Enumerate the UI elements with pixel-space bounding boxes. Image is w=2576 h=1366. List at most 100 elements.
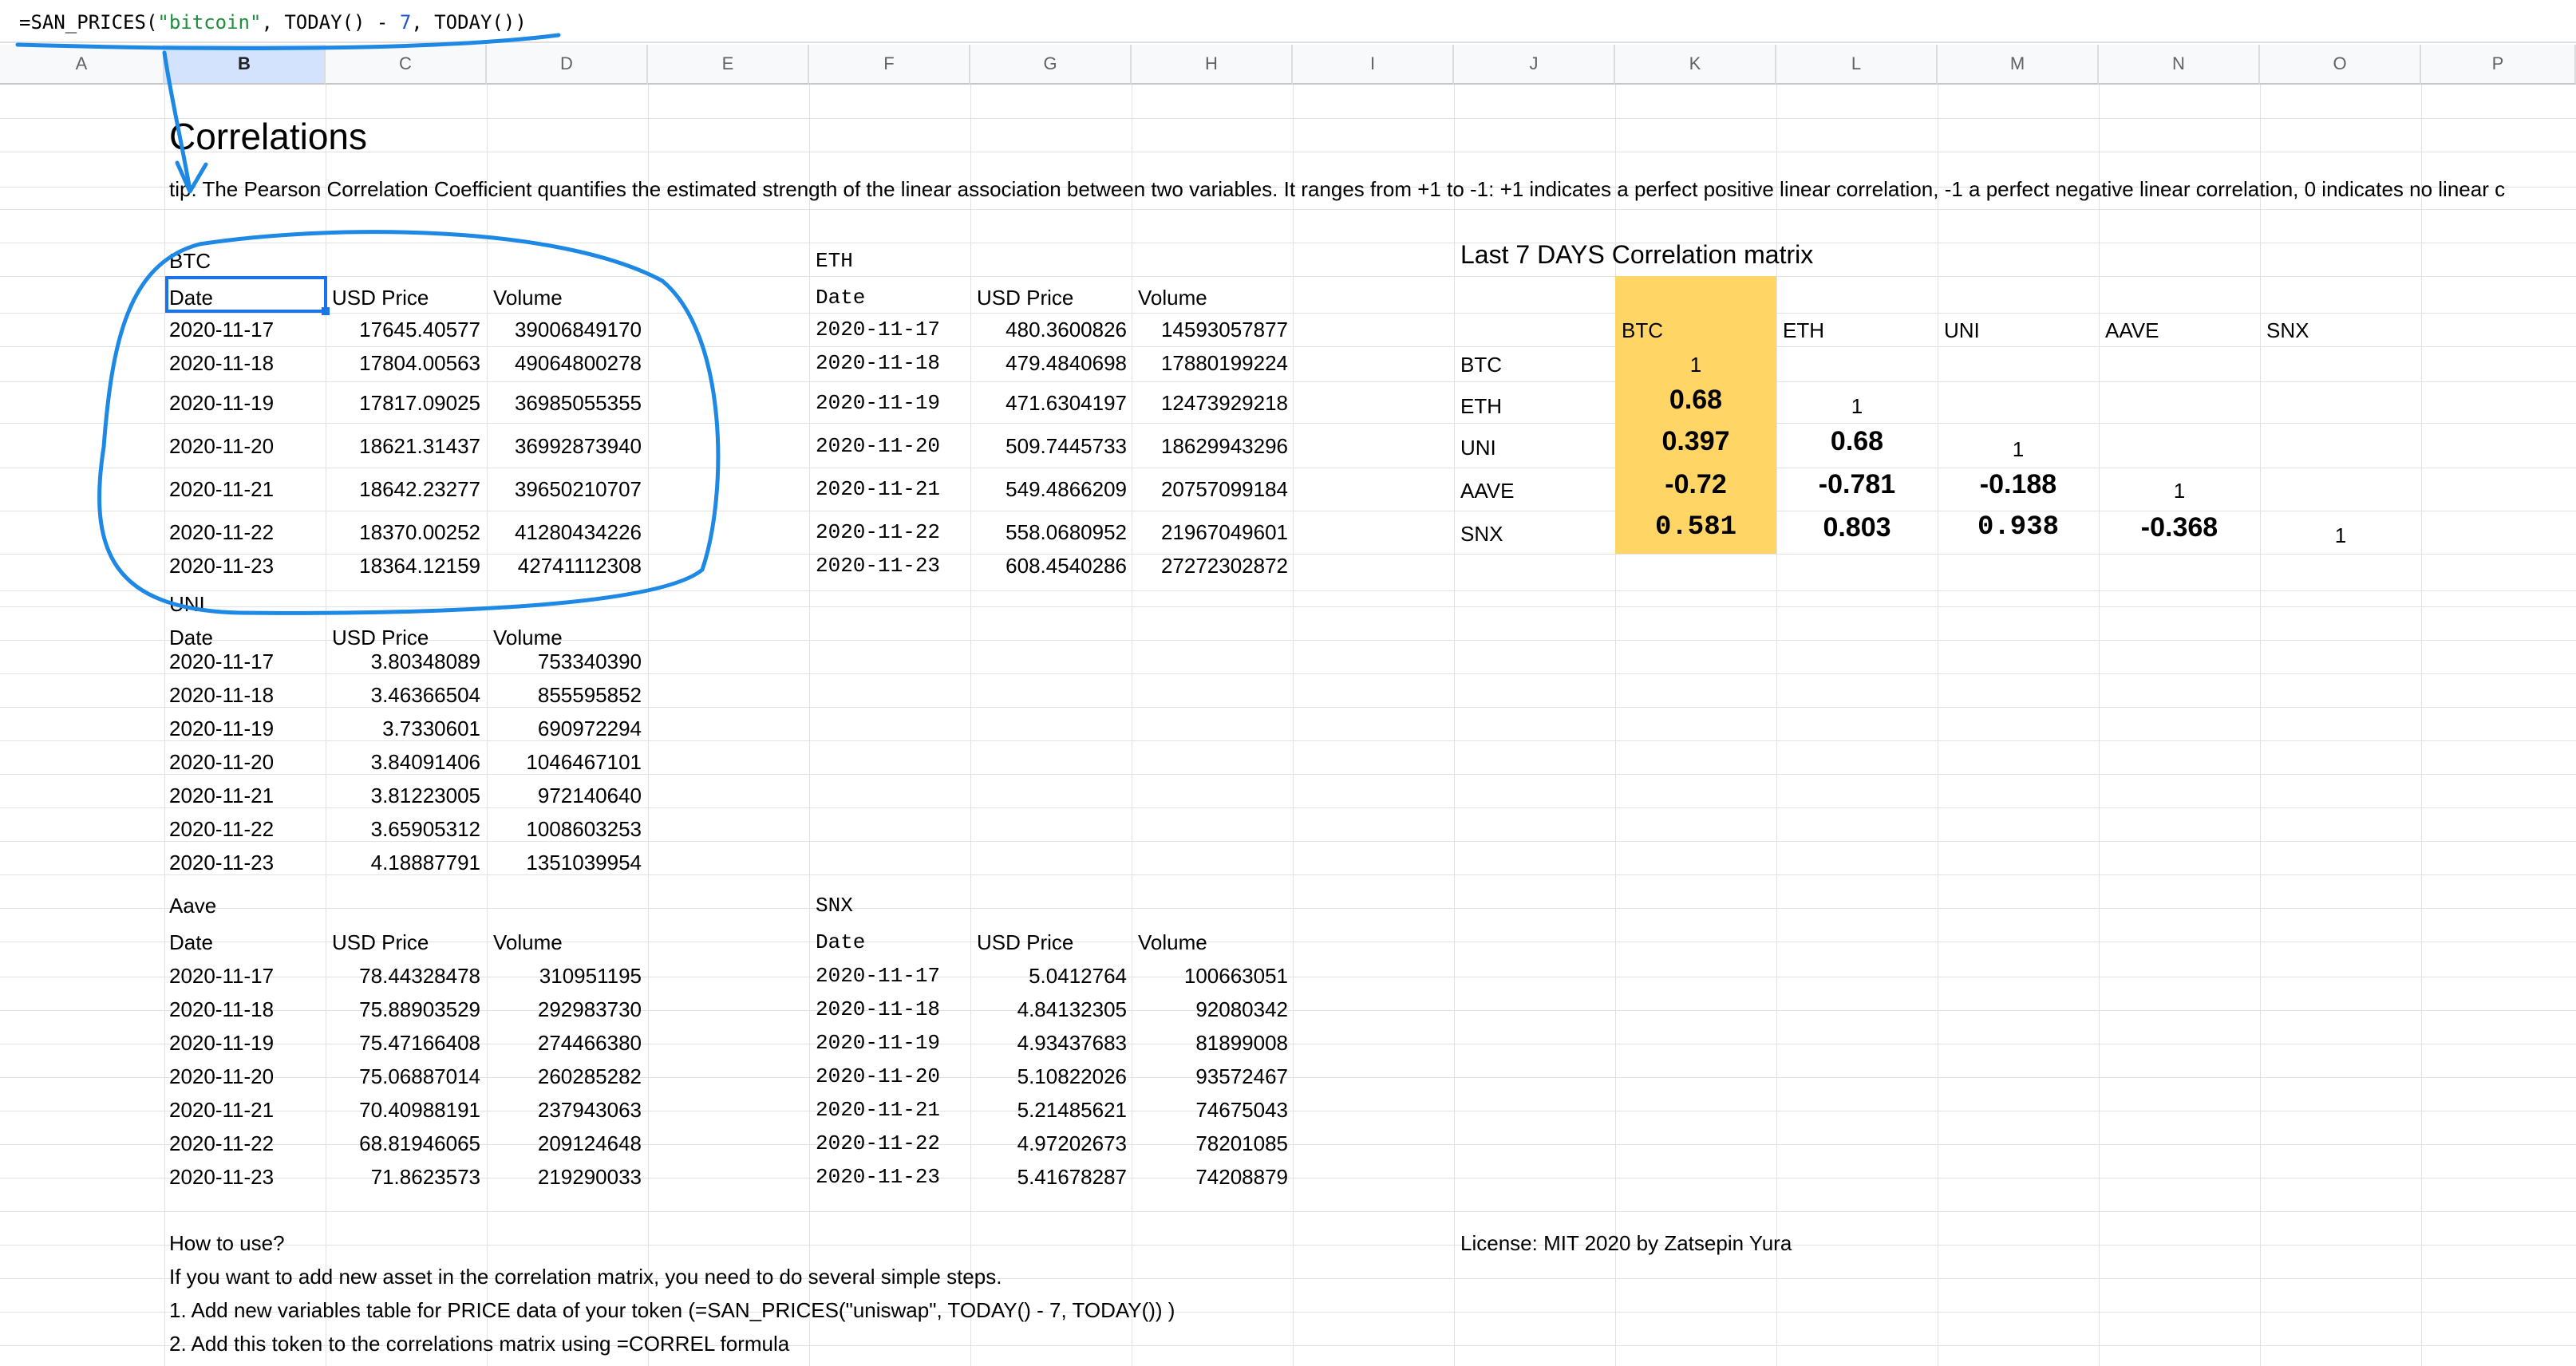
btc-date-cell[interactable]: 2020-11-18: [169, 351, 275, 375]
aave-date-cell[interactable]: 2020-11-18: [169, 997, 275, 1021]
matrix-cell[interactable]: 1: [1851, 394, 1863, 418]
aave-price-cell[interactable]: 75.88903529: [359, 997, 480, 1021]
aave-volume-cell[interactable]: 292983730: [537, 997, 642, 1021]
uni-volume-cell[interactable]: 972140640: [537, 784, 642, 807]
matrix-cell[interactable]: 0.581: [1654, 512, 1737, 543]
matrix-cell[interactable]: 0.397: [1661, 426, 1730, 456]
btc-volume-cell[interactable]: 39650210707: [514, 477, 642, 501]
uni-price-cell[interactable]: 4.18887791: [370, 851, 480, 874]
uni-volume-cell[interactable]: 855595852: [537, 683, 642, 707]
uni-price-cell[interactable]: 3.46366504: [370, 683, 480, 707]
matrix-cell[interactable]: -0.368: [2140, 512, 2218, 543]
column-header-b[interactable]: B: [164, 45, 326, 85]
eth-date-cell[interactable]: 2020-11-21: [816, 477, 941, 501]
aave-volume-cell[interactable]: 209124648: [537, 1131, 642, 1155]
uni-volume-cell[interactable]: 1008603253: [526, 817, 642, 841]
aave-price-cell[interactable]: 75.47166408: [359, 1031, 480, 1055]
btc-date-cell[interactable]: 2020-11-21: [169, 477, 275, 501]
uni-volume-cell[interactable]: 690972294: [537, 717, 642, 740]
matrix-cell[interactable]: -0.72: [1665, 469, 1727, 499]
uni-date-cell[interactable]: 2020-11-23: [169, 851, 275, 874]
aave-date-cell[interactable]: 2020-11-19: [169, 1031, 275, 1055]
btc-volume-cell[interactable]: 39006849170: [514, 318, 642, 342]
uni-date-cell[interactable]: 2020-11-19: [169, 717, 275, 740]
btc-volume-cell[interactable]: 42741112308: [517, 554, 642, 578]
matrix-cell[interactable]: 1: [2334, 523, 2347, 547]
column-header-c[interactable]: C: [326, 45, 487, 85]
snx-date-cell[interactable]: 2020-11-22: [816, 1131, 941, 1155]
btc-price-cell[interactable]: 18621.31437: [359, 434, 480, 458]
column-header-k[interactable]: K: [1615, 45, 1776, 85]
matrix-cell[interactable]: 0.68: [1669, 385, 1723, 415]
uni-price-cell[interactable]: 3.80348089: [370, 649, 480, 673]
eth-price-cell[interactable]: 471.6304197: [1006, 391, 1127, 415]
eth-price-cell[interactable]: 608.4540286: [1006, 554, 1127, 578]
btc-volume-cell[interactable]: 36985055355: [514, 391, 642, 415]
eth-volume-cell[interactable]: 17880199224: [1160, 351, 1288, 375]
uni-date-cell[interactable]: 2020-11-22: [169, 817, 275, 841]
btc-price-cell[interactable]: 17645.40577: [359, 318, 480, 342]
snx-volume-cell[interactable]: 92080342: [1195, 997, 1288, 1021]
uni-price-cell[interactable]: 3.84091406: [370, 750, 480, 774]
btc-date-cell[interactable]: 2020-11-17: [169, 318, 275, 342]
snx-price-cell[interactable]: 5.0412764: [1029, 964, 1127, 988]
column-header-g[interactable]: G: [970, 45, 1132, 85]
btc-price-cell[interactable]: 18370.00252: [359, 520, 480, 544]
fill-handle[interactable]: [322, 307, 330, 315]
matrix-cell[interactable]: 1: [2012, 437, 2025, 461]
aave-date-cell[interactable]: 2020-11-23: [169, 1165, 275, 1189]
snx-price-cell[interactable]: 4.84132305: [1017, 997, 1127, 1021]
snx-volume-cell[interactable]: 93572467: [1195, 1064, 1288, 1088]
eth-volume-cell[interactable]: 18629943296: [1160, 434, 1288, 458]
matrix-cell[interactable]: -0.781: [1818, 469, 1896, 499]
snx-volume-cell[interactable]: 78201085: [1195, 1131, 1288, 1155]
aave-price-cell[interactable]: 70.40988191: [359, 1098, 480, 1122]
column-header-l[interactable]: L: [1776, 45, 1938, 85]
eth-price-cell[interactable]: 479.4840698: [1006, 351, 1127, 375]
aave-volume-cell[interactable]: 260285282: [537, 1064, 642, 1088]
uni-price-cell[interactable]: 3.7330601: [382, 717, 480, 740]
eth-price-cell[interactable]: 549.4866209: [1006, 477, 1127, 501]
eth-date-cell[interactable]: 2020-11-22: [816, 520, 941, 544]
snx-price-cell[interactable]: 4.93437683: [1017, 1031, 1127, 1055]
column-header-m[interactable]: M: [1938, 45, 2099, 85]
snx-date-cell[interactable]: 2020-11-21: [816, 1098, 941, 1122]
formula-bar[interactable]: =SAN_PRICES("bitcoin", TODAY() - 7, TODA…: [0, 0, 2576, 43]
eth-price-cell[interactable]: 509.7445733: [1006, 434, 1127, 458]
snx-volume-cell[interactable]: 100663051: [1183, 964, 1288, 988]
btc-price-cell[interactable]: 17804.00563: [359, 351, 480, 375]
snx-date-cell[interactable]: 2020-11-17: [816, 964, 941, 988]
aave-volume-cell[interactable]: 274466380: [537, 1031, 642, 1055]
column-header-i[interactable]: I: [1293, 45, 1454, 85]
matrix-cell[interactable]: 1: [1689, 353, 1702, 377]
snx-date-cell[interactable]: 2020-11-18: [816, 997, 941, 1021]
eth-volume-cell[interactable]: 20757099184: [1160, 477, 1288, 501]
eth-date-cell[interactable]: 2020-11-23: [816, 554, 941, 578]
btc-date-cell[interactable]: 2020-11-19: [169, 391, 275, 415]
uni-date-cell[interactable]: 2020-11-17: [169, 649, 275, 673]
column-header-f[interactable]: F: [809, 45, 970, 85]
uni-date-cell[interactable]: 2020-11-21: [169, 784, 275, 807]
aave-volume-cell[interactable]: 310951195: [539, 964, 642, 988]
eth-date-cell[interactable]: 2020-11-19: [816, 391, 941, 415]
uni-date-cell[interactable]: 2020-11-20: [169, 750, 275, 774]
snx-volume-cell[interactable]: 81899008: [1195, 1031, 1288, 1055]
eth-volume-cell[interactable]: 27272302872: [1160, 554, 1288, 578]
uni-volume-cell[interactable]: 1046467101: [526, 750, 642, 774]
eth-price-cell[interactable]: 480.3600826: [1006, 318, 1127, 342]
eth-price-cell[interactable]: 558.0680952: [1006, 520, 1127, 544]
aave-price-cell[interactable]: 75.06887014: [359, 1064, 480, 1088]
aave-volume-cell[interactable]: 237943063: [537, 1098, 642, 1122]
eth-date-cell[interactable]: 2020-11-17: [816, 318, 941, 342]
btc-price-cell[interactable]: 18642.23277: [359, 477, 480, 501]
column-header-o[interactable]: O: [2260, 45, 2421, 85]
matrix-cell[interactable]: 0.803: [1823, 512, 1891, 543]
snx-volume-cell[interactable]: 74675043: [1195, 1098, 1288, 1122]
aave-date-cell[interactable]: 2020-11-21: [169, 1098, 275, 1122]
btc-volume-cell[interactable]: 36992873940: [514, 434, 642, 458]
snx-price-cell[interactable]: 4.97202673: [1017, 1131, 1127, 1155]
eth-date-cell[interactable]: 2020-11-18: [816, 351, 941, 375]
snx-price-cell[interactable]: 5.21485621: [1017, 1098, 1127, 1122]
snx-price-cell[interactable]: 5.41678287: [1017, 1165, 1127, 1189]
column-header-j[interactable]: J: [1454, 45, 1615, 85]
